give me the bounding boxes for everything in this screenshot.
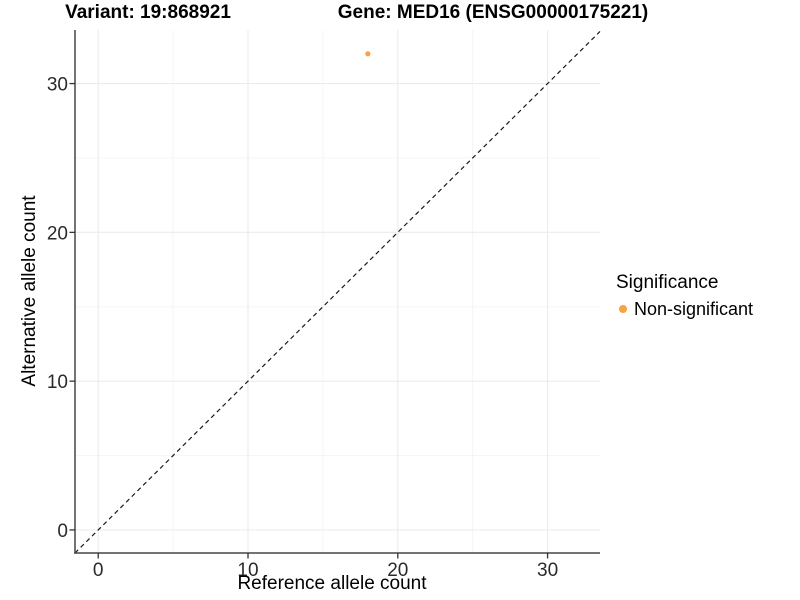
x-tick-label: 10 [237, 560, 258, 581]
x-tick-label: 30 [537, 560, 558, 581]
plot-title-gene: Gene: MED16 (ENSG00000175221) [337, 2, 649, 23]
legend-items: Non-significant [616, 299, 753, 319]
plot-title-variant: Variant: 19:868921 [65, 2, 231, 23]
y-tick-label: 30 [47, 75, 68, 96]
data-point [365, 51, 371, 57]
x-tick-label: 20 [387, 560, 408, 581]
legend-item-label: Non-significant [634, 299, 754, 319]
y-tick-label: 10 [47, 372, 68, 393]
legend-point-icon [619, 305, 627, 313]
y-tick-label: 0 [57, 521, 68, 542]
x-axis-title: Reference allele count [237, 573, 427, 594]
x-tick-label: 0 [93, 560, 104, 581]
y-axis-title: Alternative allele count [19, 195, 40, 387]
legend: Significance Non-significant [616, 272, 753, 319]
legend-item: Non-significant [616, 299, 753, 319]
y-tick-label: 20 [47, 223, 68, 244]
identity-line [74, 31, 601, 554]
legend-title: Significance [616, 272, 719, 293]
